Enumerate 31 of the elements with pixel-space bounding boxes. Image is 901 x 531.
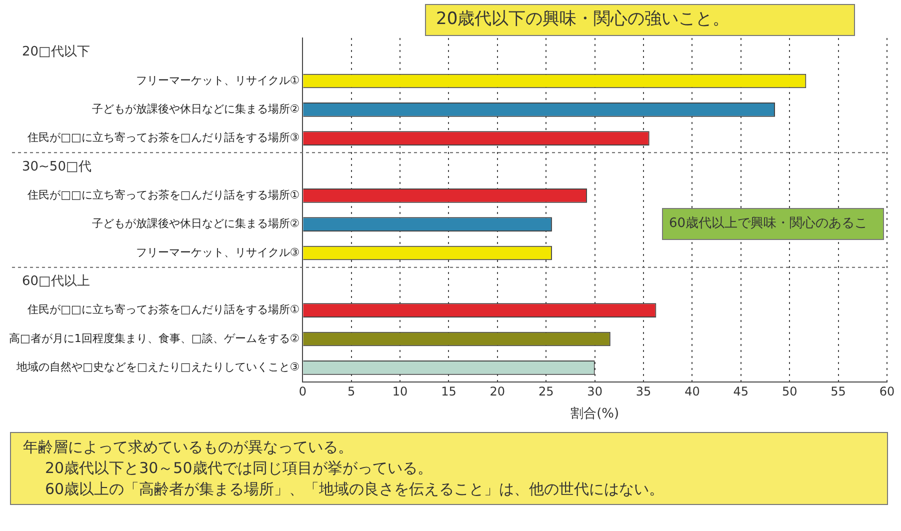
x-tick-label: 40 (684, 384, 700, 398)
text: 20歳代以下と30～50歳代では同じ項目が挙がっている。 (44, 458, 434, 479)
text: 60□代以上 (22, 274, 90, 290)
x-tick-label: 60 (879, 384, 895, 398)
x-tick-label: 30 (587, 384, 602, 398)
annotation: 60歳代以上で興味・関心のあるこ (669, 215, 869, 233)
x-tick-label: 20 (490, 384, 506, 398)
y-tick-label: フリーマーケット、リサイクル① (136, 74, 300, 87)
x-tick-label: 15 (441, 384, 456, 398)
text: 年齢層によって求めているものが異なっている。 (23, 437, 354, 458)
y-tick-label: 子どもが放課後や休日などに集まる場所② (92, 102, 300, 116)
x-axis-title: 割合(%) (570, 406, 620, 422)
y-tick-label: 住民が□□に立ち寄ってお茶を□んだり話をする場所① (28, 188, 300, 202)
text: 20□代以下 (22, 44, 90, 60)
y-tick-label: フリーマーケット、リサイクル③ (136, 246, 300, 259)
x-tick-label: 25 (538, 384, 554, 398)
x-tick-label: 0 (298, 384, 306, 398)
x-tick-label: 50 (782, 384, 798, 398)
x-tick-label: 5 (348, 384, 356, 398)
y-tick-label: 地域の自然や□史などを□えたり□えたりしていくこと③ (16, 360, 300, 374)
y-tick-label: 住民が□□に立ち寄ってお茶を□んだり話をする場所③ (28, 131, 300, 144)
x-tick-label: 55 (830, 384, 846, 398)
y-tick-label: 高□者が月に1回程度集まり、食事、□談、ゲームをする② (8, 332, 300, 345)
text: 60歳以上の「高齢者が集まる場所」、「地域の良さを伝えること」は、他の世代にはない。 (44, 479, 666, 500)
y-tick-label: 住民が□□に立ち寄ってお茶を□んだり話をする場所① (28, 303, 300, 316)
text: 20歳代以下の興味・関心の強いこと。 (436, 8, 731, 31)
x-tick-label: 45 (733, 384, 749, 398)
x-tick-label: 10 (392, 384, 408, 398)
y-tick-label: 子どもが放課後や休日などに集まる場所② (92, 217, 300, 230)
text: 30~50□代 (22, 159, 92, 174)
x-tick-label: 35 (636, 384, 652, 398)
